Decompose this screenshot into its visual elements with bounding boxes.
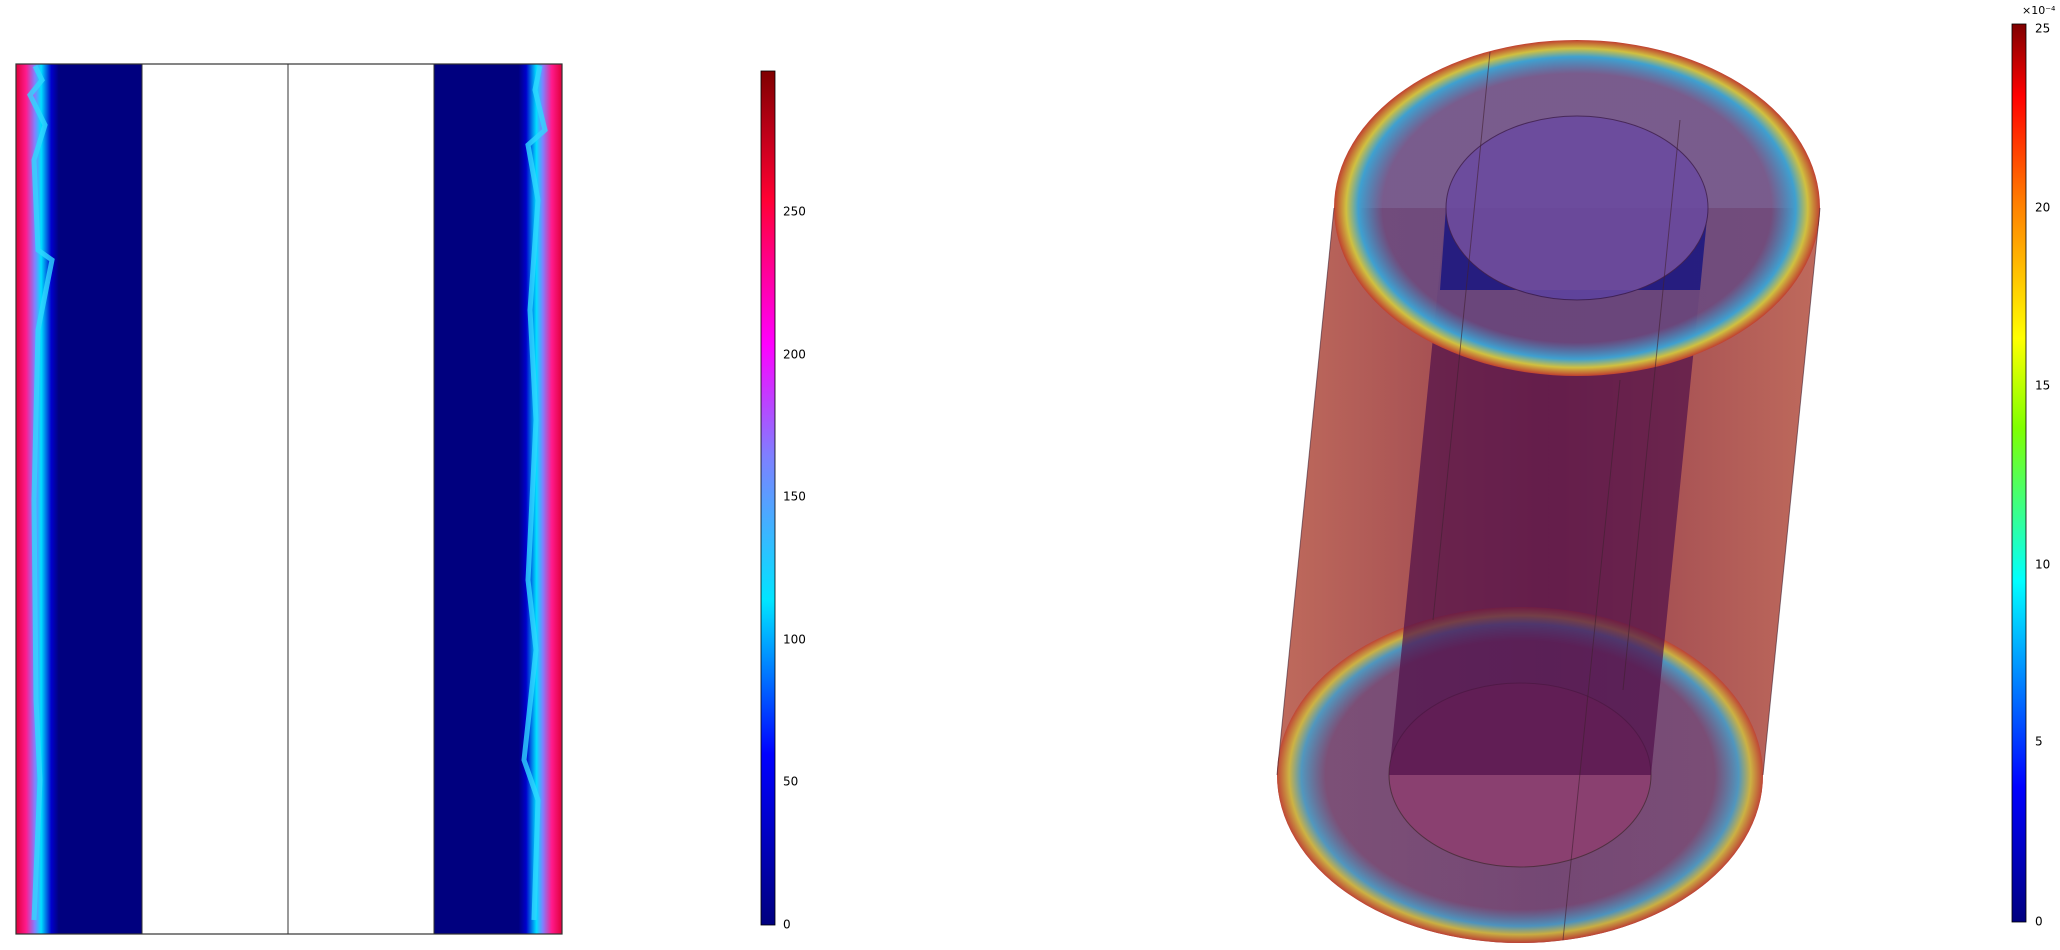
tick-label: 10 bbox=[2035, 558, 2050, 572]
tick-label: 100 bbox=[783, 633, 806, 647]
top-inner bbox=[1446, 116, 1708, 300]
colorbar bbox=[761, 71, 775, 925]
left-plot bbox=[16, 64, 562, 934]
cylinder-view bbox=[1277, 40, 1820, 943]
screenshot: 0 50 100 150 200 250 ×10⁻⁴ 0 5 10 15 20 … bbox=[0, 0, 2060, 950]
tick-label: 50 bbox=[783, 775, 798, 789]
tick-label: 25 bbox=[2035, 22, 2050, 36]
right-colorbar: ×10⁻⁴ 0 5 10 15 20 25 bbox=[2012, 4, 2056, 929]
tick-label: 200 bbox=[783, 348, 806, 362]
left-colorbar: 0 50 100 150 200 250 bbox=[761, 71, 806, 932]
colorbar-exponent: ×10⁻⁴ bbox=[2022, 4, 2056, 17]
tick-label: 0 bbox=[2035, 915, 2043, 929]
tick-label: 15 bbox=[2035, 379, 2050, 393]
tick-label: 5 bbox=[2035, 735, 2043, 749]
tick-label: 0 bbox=[783, 918, 791, 932]
tick-label: 150 bbox=[783, 490, 806, 504]
right-strip bbox=[434, 64, 562, 934]
tick-label: 20 bbox=[2035, 201, 2050, 215]
tick-label: 250 bbox=[783, 205, 806, 219]
colorbar bbox=[2012, 24, 2026, 922]
